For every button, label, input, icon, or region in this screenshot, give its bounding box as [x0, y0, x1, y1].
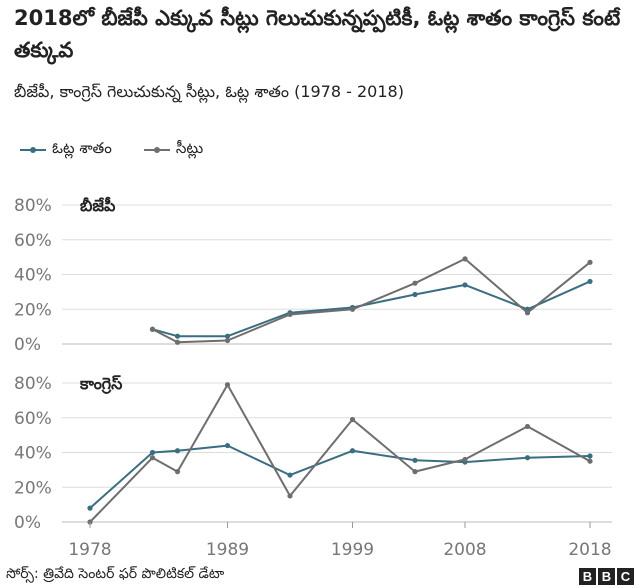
data-point-p1-s0-9	[587, 453, 593, 459]
data-point-p1-s0-1	[149, 449, 156, 456]
line-chart: 0% 20% 40% 60% 80% బీజేపీ 0% 20% 40% 60% 80% కాంగ్ర…	[14, 196, 612, 560]
data-point-p1-s0-6	[412, 457, 418, 463]
x-tick-label-1: 1989	[206, 540, 249, 560]
y-tick-label-p0-1: 20%	[14, 300, 52, 320]
data-point-p1-s0-8	[524, 455, 531, 461]
data-point-p1-s1-9	[587, 458, 593, 464]
panel-label-0: బీజేపీ	[80, 196, 116, 215]
data-point-p1-s1-2	[174, 469, 181, 475]
data-point-p1-s0-4	[287, 472, 293, 478]
legend: ఓట్ల శాతం సీట్లు	[20, 138, 235, 162]
legend-vote-share-label: ఓట్ల శాతం	[52, 139, 112, 157]
data-point-p0-s1-3	[287, 311, 293, 318]
legend-seats-label: సీట్లు	[175, 139, 204, 157]
x-tick-label-4: 2018	[568, 540, 611, 560]
data-point-p0-s0-2	[224, 333, 231, 339]
chart-subtitle: బీజేపీ, కాంగ్రెస్ గెలుచుకున్న సీట్లు, ఓట…	[14, 82, 404, 101]
data-point-p1-s1-1	[149, 455, 156, 461]
data-point-p1-s1-3	[224, 382, 231, 388]
x-tick-label-0: 1978	[68, 540, 111, 560]
data-point-p0-s1-2	[224, 337, 231, 344]
series-line-p0-s1	[152, 257, 591, 344]
y-tick-label-p0-0: 0%	[14, 335, 41, 355]
series-line-p1-s0	[89, 444, 591, 509]
bbc-logo-letter-b2: B	[598, 568, 615, 585]
data-point-p0-s1-1	[174, 339, 181, 345]
source-note: సోర్స్: త్రివేది సెంటర్ ఫర్ పొలిటికల్ డే…	[6, 566, 225, 582]
data-point-p1-s1-7	[462, 456, 468, 463]
y-tick-label-p1-4: 80%	[14, 374, 52, 394]
legend-seats-swatch	[143, 147, 170, 153]
y-tick-label-p1-2: 40%	[14, 444, 52, 464]
data-point-p1-s1-6	[412, 469, 418, 475]
data-point-p0-s1-7	[524, 310, 531, 316]
y-tick-label-p1-0: 0%	[14, 513, 41, 533]
y-tick-label-p0-3: 60%	[14, 231, 52, 251]
legend-vote-share-swatch	[20, 147, 46, 153]
data-point-p1-s1-4	[287, 493, 293, 499]
data-point-p0-s1-8	[587, 259, 593, 265]
chart-title: 2018లో బీజేపీ ఎక్కువ సీట్లు గెలుచుకున్నప…	[14, 6, 621, 62]
data-point-p0-s1-4	[349, 306, 356, 312]
bbc-logo-letter-b1: B	[579, 568, 596, 585]
data-point-p1-s1-5	[349, 416, 356, 423]
data-point-p0-s0-8	[587, 278, 593, 285]
data-point-p0-s1-0	[149, 326, 156, 332]
y-tick-label-p0-2: 40%	[14, 266, 52, 286]
x-tick-label-2: 1999	[331, 540, 374, 560]
legend-item-seats: సీట్లు	[143, 139, 204, 161]
data-point-p0-s0-1	[174, 333, 181, 339]
data-point-p1-s0-5	[349, 448, 356, 454]
y-tick-label-p1-3: 60%	[14, 409, 52, 429]
data-point-p0-s0-5	[412, 291, 418, 298]
data-point-p1-s0-0	[87, 505, 93, 511]
panel-label-1: కాంగ్రెస్	[79, 374, 122, 394]
bbc-logo: B B C	[577, 568, 634, 585]
data-point-p1-s0-2	[174, 448, 181, 454]
data-point-p0-s1-5	[412, 280, 418, 286]
legend-item-vote-share: ఓట్ల శాతం	[20, 139, 112, 161]
bbc-logo-letter-c: C	[617, 568, 634, 585]
y-tick-label-p0-4: 80%	[14, 196, 52, 216]
data-point-p0-s1-6	[462, 256, 468, 262]
x-tick-label-3: 2008	[443, 540, 486, 560]
data-point-p1-s1-8	[524, 423, 531, 430]
y-tick-label-p1-1: 20%	[14, 478, 52, 498]
data-point-p0-s0-6	[462, 282, 468, 288]
series-line-p1-s1	[89, 383, 591, 523]
data-point-p1-s0-3	[224, 442, 231, 449]
